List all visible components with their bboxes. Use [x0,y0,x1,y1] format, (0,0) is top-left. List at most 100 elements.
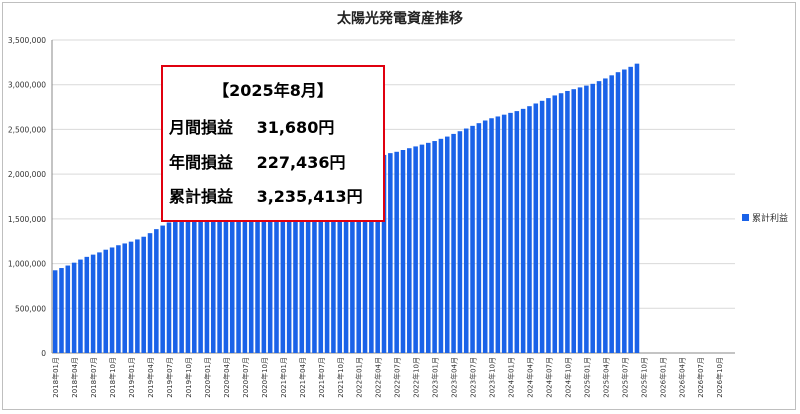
bar [90,254,96,353]
bar [350,162,355,353]
y-tick-label: 2,000,000 [8,170,46,179]
chart-frame [2,2,796,410]
bar [552,95,558,353]
bar [173,219,178,353]
y-tick-label: 2,500,000 [8,125,46,134]
bar [369,158,374,353]
bar [147,233,153,353]
x-tick-label: 2020年07月 [241,357,250,398]
y-tick-label: 1,500,000 [8,215,46,224]
x-tick-label: 2022年04月 [374,357,383,398]
x-tick-label: 2024年04月 [525,357,534,398]
bar [565,90,570,353]
x-tick-label: 2019年07月 [165,357,174,398]
annual-profit-row: 年間損益 227,436円 [169,149,345,173]
bar [463,128,469,353]
bar [154,229,159,353]
annual-profit-value: 227,436円 [256,153,346,172]
bar [274,187,279,353]
x-tick-label: 2026年10月 [715,357,724,398]
bar [343,163,349,353]
bar [160,225,165,353]
bar [520,108,526,353]
y-tick-label: 3,000,000 [8,81,46,90]
bar [489,118,494,353]
bar [514,111,520,353]
bar [255,190,260,353]
legend: 累計利益 [742,211,788,224]
summary-box: 【2025年8月】 月間損益 31,680円 年間損益 227,436円 累計損… [161,65,385,222]
bar [457,131,463,353]
x-tick-label: 2018年10月 [108,357,117,398]
bar [622,69,627,353]
x-tick-label: 2025年10月 [639,357,648,398]
y-tick-label: 500,000 [15,304,46,313]
bar [242,194,248,353]
bar [432,141,437,353]
bar [261,189,267,353]
annual-profit-label: 年間損益 [169,153,234,172]
x-tick-label: 2022年01月 [355,357,364,398]
bar [286,184,292,353]
x-tick-label: 2024年01月 [507,357,516,398]
bar [546,98,551,353]
x-tick-label: 2023年04月 [450,357,459,398]
bar [109,247,115,353]
x-tick-label: 2019年04月 [146,357,155,398]
bar [97,252,102,353]
x-tick-label: 2023年01月 [431,357,440,398]
legend-label: 累計利益 [752,214,789,224]
bar [508,112,513,353]
x-tick-label: 2024年07月 [544,357,553,398]
bar [229,200,235,353]
bar [394,151,399,353]
bar [388,153,393,353]
bar [71,262,77,353]
cumulative-profit-label: 累計損益 [169,187,234,206]
monthly-profit-label: 月間損益 [169,118,234,137]
bar [356,161,361,353]
bar [495,116,501,354]
x-tick-label: 2020年01月 [203,357,212,398]
bar [590,83,595,353]
bar [116,245,121,353]
bar [293,182,298,353]
monthly-profit-value: 31,680円 [256,118,335,137]
bar [615,72,621,353]
x-tick-label: 2022年10月 [412,357,421,398]
bar [65,265,71,353]
x-tick-label: 2024年10月 [563,357,572,398]
x-tick-label: 2019年01月 [127,357,136,398]
x-tick-label: 2020年10月 [260,357,269,398]
x-tick-label: 2025年01月 [582,357,591,398]
cumulative-profit-value: 3,235,413円 [256,187,363,206]
bar [413,146,418,353]
bar [299,179,305,353]
bar [204,211,210,353]
bar [236,197,241,353]
bar [426,142,431,353]
x-tick-label: 2022年07月 [393,357,402,398]
bar [280,186,286,353]
bar [470,125,475,353]
bar [539,100,545,353]
y-tick-label: 3,500,000 [8,36,46,45]
bar [52,270,58,353]
bar [628,66,633,353]
bar [603,78,608,353]
x-tick-label: 2021年07月 [317,357,326,398]
bar [166,222,172,353]
bar [596,81,602,353]
x-tick-label: 2025年07月 [620,357,629,398]
bar [248,192,254,353]
bar [400,150,406,353]
x-tick-label: 2025年04月 [601,357,610,398]
x-tick-label: 2026年01月 [658,357,667,398]
bar [217,206,222,353]
x-tick-label: 2018年04月 [70,357,79,398]
bar [141,236,146,353]
bar [135,239,140,353]
bar [375,156,380,353]
x-tick-label: 2023年10月 [488,357,497,398]
